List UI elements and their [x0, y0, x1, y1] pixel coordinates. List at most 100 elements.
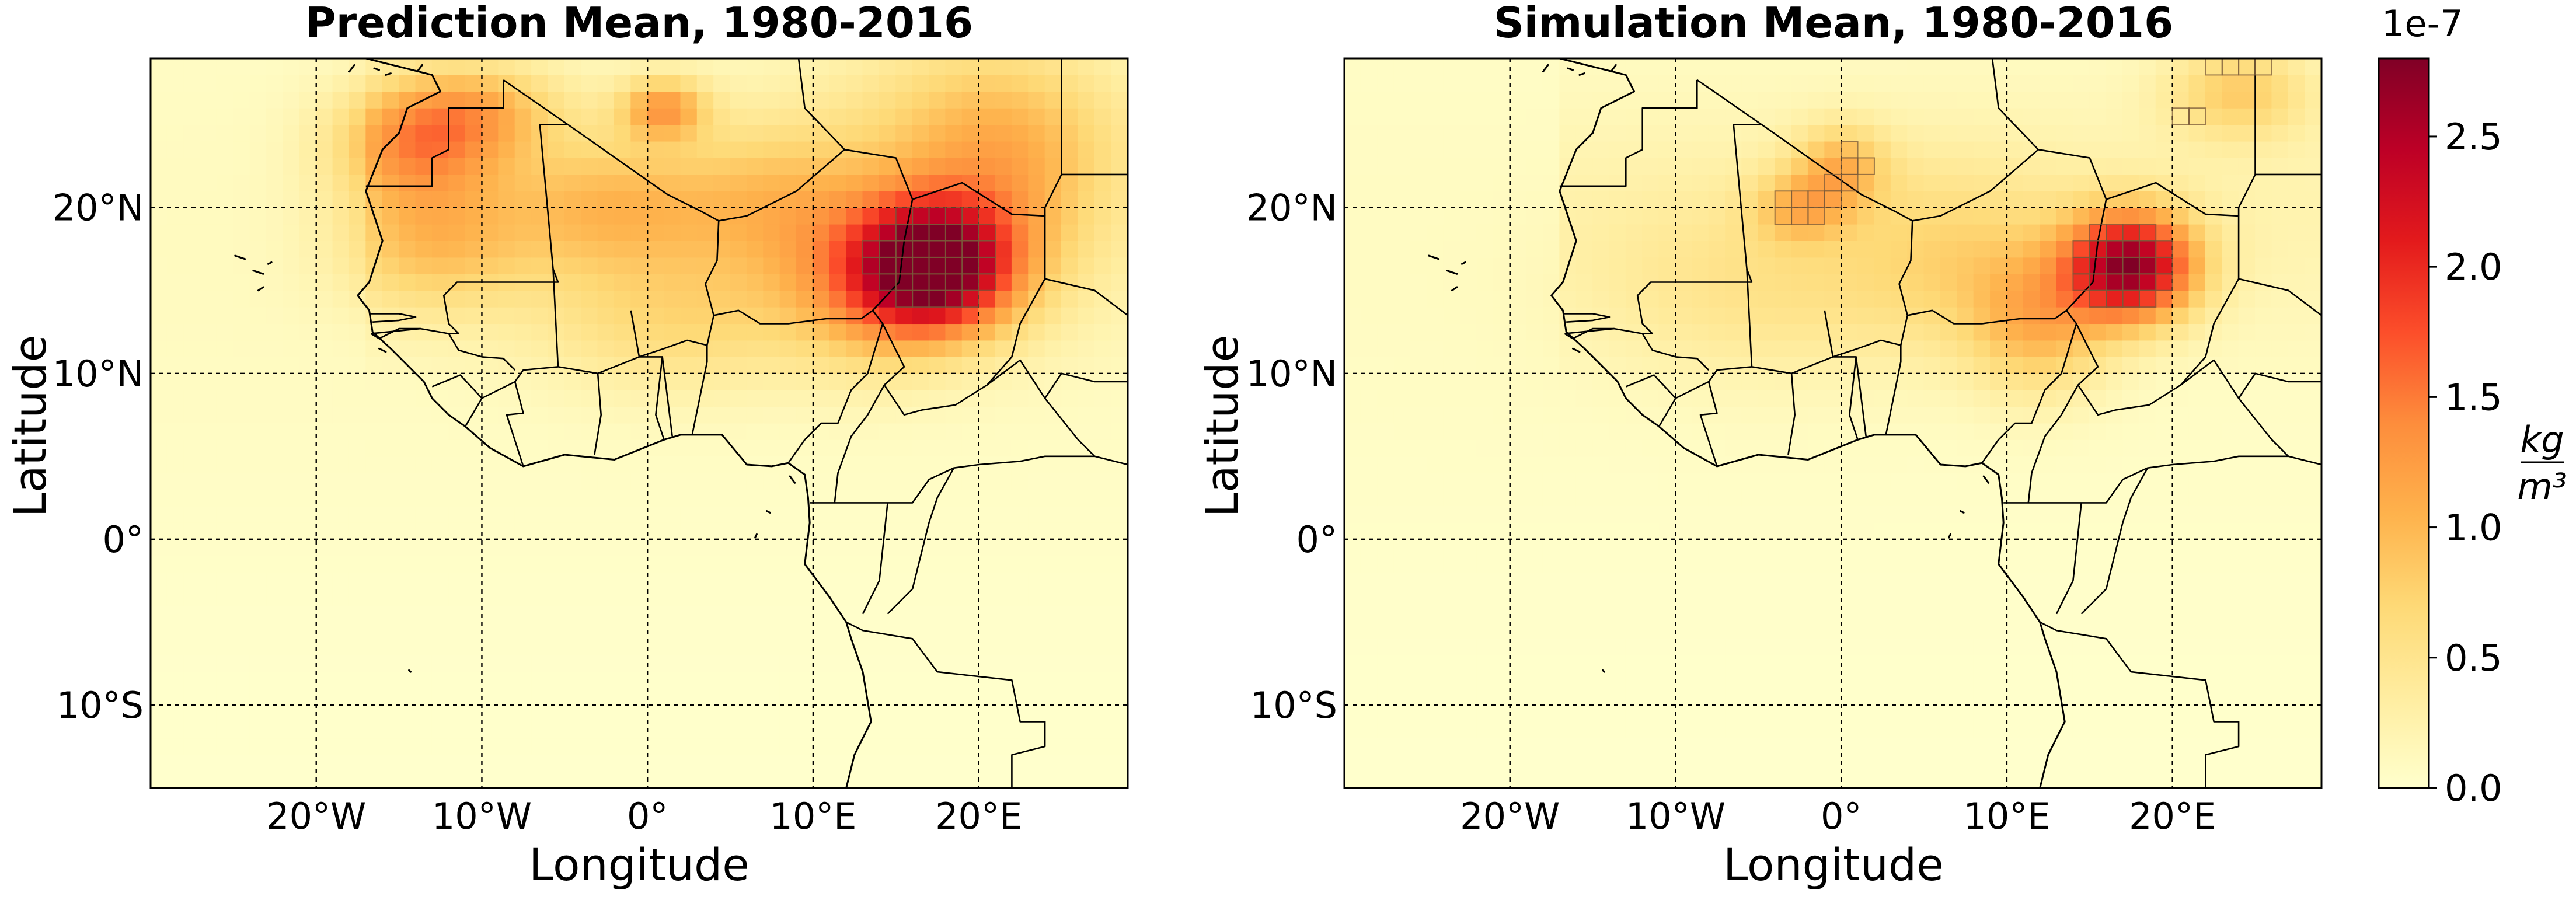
prediction-heat-cell — [614, 522, 632, 540]
simulation-heat-cell — [1460, 522, 1477, 540]
prediction-heat-cell — [382, 157, 400, 175]
prediction-heat-cell — [912, 340, 930, 357]
prediction-heat-cell — [332, 622, 350, 639]
prediction-heat-cell — [399, 771, 416, 788]
simulation-heat-cell — [1725, 240, 1742, 258]
prediction-heat-cell — [564, 323, 582, 341]
simulation-heat-cell — [1526, 290, 1543, 308]
simulation-heat-cell — [1692, 472, 1709, 490]
prediction-heat-cell — [399, 141, 416, 158]
simulation-heat-cell — [1344, 456, 1361, 473]
simulation-heat-cell — [1510, 539, 1527, 556]
prediction-heat-cell — [448, 671, 466, 689]
prediction-heat-cell — [763, 771, 780, 788]
simulation-heat-cell — [1592, 721, 1610, 739]
simulation-heat-cell — [1824, 555, 1842, 573]
prediction-heat-cell — [713, 323, 731, 341]
prediction-heat-cell — [746, 688, 764, 706]
simulation-heat-cell — [1575, 389, 1594, 407]
prediction-heat-cell — [945, 257, 963, 274]
simulation-heat-cell — [2072, 124, 2090, 142]
simulation-heat-cell — [1741, 439, 1759, 457]
prediction-heat-cell — [796, 754, 814, 772]
prediction-heat-cell — [1111, 207, 1128, 225]
prediction-heat-cell — [647, 290, 665, 308]
simulation-heat-cell — [2023, 107, 2041, 125]
simulation-heat-cell — [1360, 141, 1378, 158]
simulation-heat-cell — [1775, 489, 1792, 507]
prediction-heat-cell — [846, 356, 863, 374]
prediction-heat-cell — [531, 224, 549, 241]
prediction-heat-cell — [713, 406, 731, 424]
prediction-heat-cell — [746, 373, 764, 390]
simulation-heat-cell — [1923, 107, 1941, 125]
prediction-heat-cell — [912, 671, 930, 689]
simulation-heat-cell — [1360, 323, 1378, 341]
simulation-heat-cell — [1775, 539, 1792, 556]
prediction-heat-cell — [548, 389, 565, 407]
simulation-heat-cell — [1841, 257, 1859, 274]
simulation-heat-cell — [1542, 505, 1560, 523]
simulation-heat-cell — [1393, 174, 1411, 191]
simulation-heat-cell — [2089, 107, 2107, 125]
simulation-heat-cell — [1708, 190, 1726, 208]
simulation-heat-cell — [1791, 555, 1808, 573]
prediction-heat-cell — [895, 638, 913, 656]
prediction-heat-cell — [415, 738, 433, 755]
prediction-heat-cell — [879, 107, 897, 125]
simulation-heat-cell — [1377, 124, 1395, 142]
simulation-heat-cell — [1692, 224, 1709, 241]
prediction-heat-cell — [1061, 688, 1079, 706]
prediction-heat-cell — [399, 605, 416, 623]
prediction-heat-cell — [316, 655, 333, 672]
prediction-heat-cell — [680, 373, 698, 390]
simulation-heat-cell — [1393, 91, 1411, 109]
simulation-heat-cell — [2006, 771, 2024, 788]
prediction-heat-cell — [763, 539, 780, 556]
prediction-heat-cell — [415, 505, 433, 523]
prediction-heat-cell — [846, 605, 863, 623]
prediction-heat-cell — [299, 671, 317, 689]
prediction-heat-cell — [730, 124, 747, 142]
prediction-heat-cell — [945, 704, 963, 722]
simulation-heat-cell — [1907, 704, 1925, 722]
simulation-heat-cell — [1874, 572, 1891, 589]
simulation-heat-cell — [1592, 207, 1610, 225]
simulation-heat-cell — [2056, 207, 2073, 225]
prediction-heat-cell — [813, 373, 830, 390]
prediction-coastlines — [234, 58, 1128, 788]
simulation-heat-cell — [2188, 539, 2206, 556]
prediction-heat-cell — [151, 738, 168, 755]
simulation-heat-cell — [2056, 107, 2073, 125]
prediction-heat-cell — [597, 356, 615, 374]
simulation-heat-cell — [2089, 754, 2107, 772]
prediction-heat-cell — [597, 91, 615, 109]
prediction-heat-cell — [465, 605, 482, 623]
prediction-heat-cell — [647, 539, 665, 556]
prediction-heat-cell — [399, 157, 416, 175]
prediction-heat-cell — [1094, 323, 1112, 341]
prediction-heat-cell — [862, 240, 880, 258]
simulation-heat-cell — [2172, 124, 2190, 142]
prediction-heat-cell — [183, 622, 201, 639]
prediction-heat-cell — [332, 588, 350, 606]
prediction-heat-cell — [779, 704, 797, 722]
simulation-heat-cell — [1775, 257, 1792, 274]
simulation-heat-cell — [1427, 323, 1444, 341]
prediction-heat-cell — [415, 107, 433, 125]
prediction-heat-cell — [713, 356, 731, 374]
prediction-heat-cell — [730, 671, 747, 689]
prediction-heat-cell — [746, 539, 764, 556]
simulation-heat-cell — [1725, 141, 1742, 158]
simulation-heat-cell — [2023, 539, 2041, 556]
prediction-coastline — [357, 58, 872, 788]
prediction-heat-cell — [365, 622, 383, 639]
prediction-heat-cell — [763, 423, 780, 440]
prediction-heat-cell — [696, 671, 714, 689]
simulation-heat-cell — [1824, 406, 1842, 424]
prediction-heat-cell — [332, 107, 350, 125]
prediction-heat-cell — [151, 340, 168, 357]
simulation-heat-cell — [2172, 207, 2190, 225]
prediction-heat-cell — [514, 373, 532, 390]
prediction-heat-cell — [1094, 141, 1112, 158]
